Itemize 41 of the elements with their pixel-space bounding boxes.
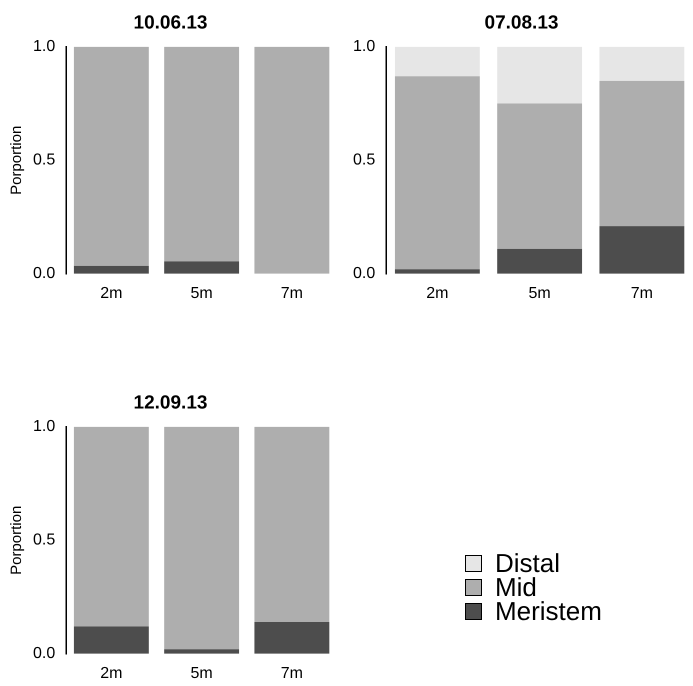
x-tick-label: 5m — [528, 284, 551, 302]
chart-title: 10.06.13 — [134, 12, 208, 34]
y-tick-label: 0.0 — [352, 265, 376, 282]
bar — [394, 46, 480, 76]
bar — [394, 76, 480, 270]
y-axis-title: Porportion — [8, 506, 26, 575]
bar — [254, 622, 330, 654]
x-tick-label: 7m — [280, 664, 303, 682]
x-tick-label: 2m — [100, 284, 122, 302]
bar — [74, 626, 149, 654]
y-tick-label: 0.5 — [32, 152, 56, 169]
bar — [164, 261, 240, 274]
y-tick-label: 1.0 — [352, 38, 376, 56]
y-tick-label: 0.0 — [32, 265, 56, 282]
bar — [599, 46, 684, 81]
x-tick-label: 2m — [100, 664, 122, 682]
bar — [497, 104, 582, 249]
y-tick-label: 1.0 — [32, 418, 56, 436]
bar — [497, 46, 582, 104]
x-tick-label: 5m — [190, 284, 213, 302]
bar — [74, 426, 149, 627]
chart-title: 12.09.13 — [134, 392, 208, 414]
bar — [74, 46, 149, 266]
y-tick-label: 0.5 — [352, 152, 376, 169]
x-tick-label: 5m — [190, 664, 213, 682]
bar — [254, 426, 330, 622]
y-tick-label: 0.5 — [32, 532, 56, 549]
y-tick-label: 0.0 — [32, 645, 56, 662]
bar — [599, 80, 684, 226]
bar — [599, 226, 684, 274]
bar — [254, 46, 330, 274]
x-tick-label: 7m — [630, 284, 653, 302]
chart-title: 07.08.13 — [484, 12, 558, 34]
bar — [164, 426, 240, 650]
bar — [74, 266, 149, 274]
x-tick-label: 7m — [280, 284, 303, 302]
y-tick-label: 1.0 — [32, 38, 56, 56]
y-axis-title: Porportion — [8, 126, 26, 195]
bar — [164, 46, 240, 262]
x-tick-label: 2m — [426, 284, 448, 302]
bar — [497, 248, 582, 274]
